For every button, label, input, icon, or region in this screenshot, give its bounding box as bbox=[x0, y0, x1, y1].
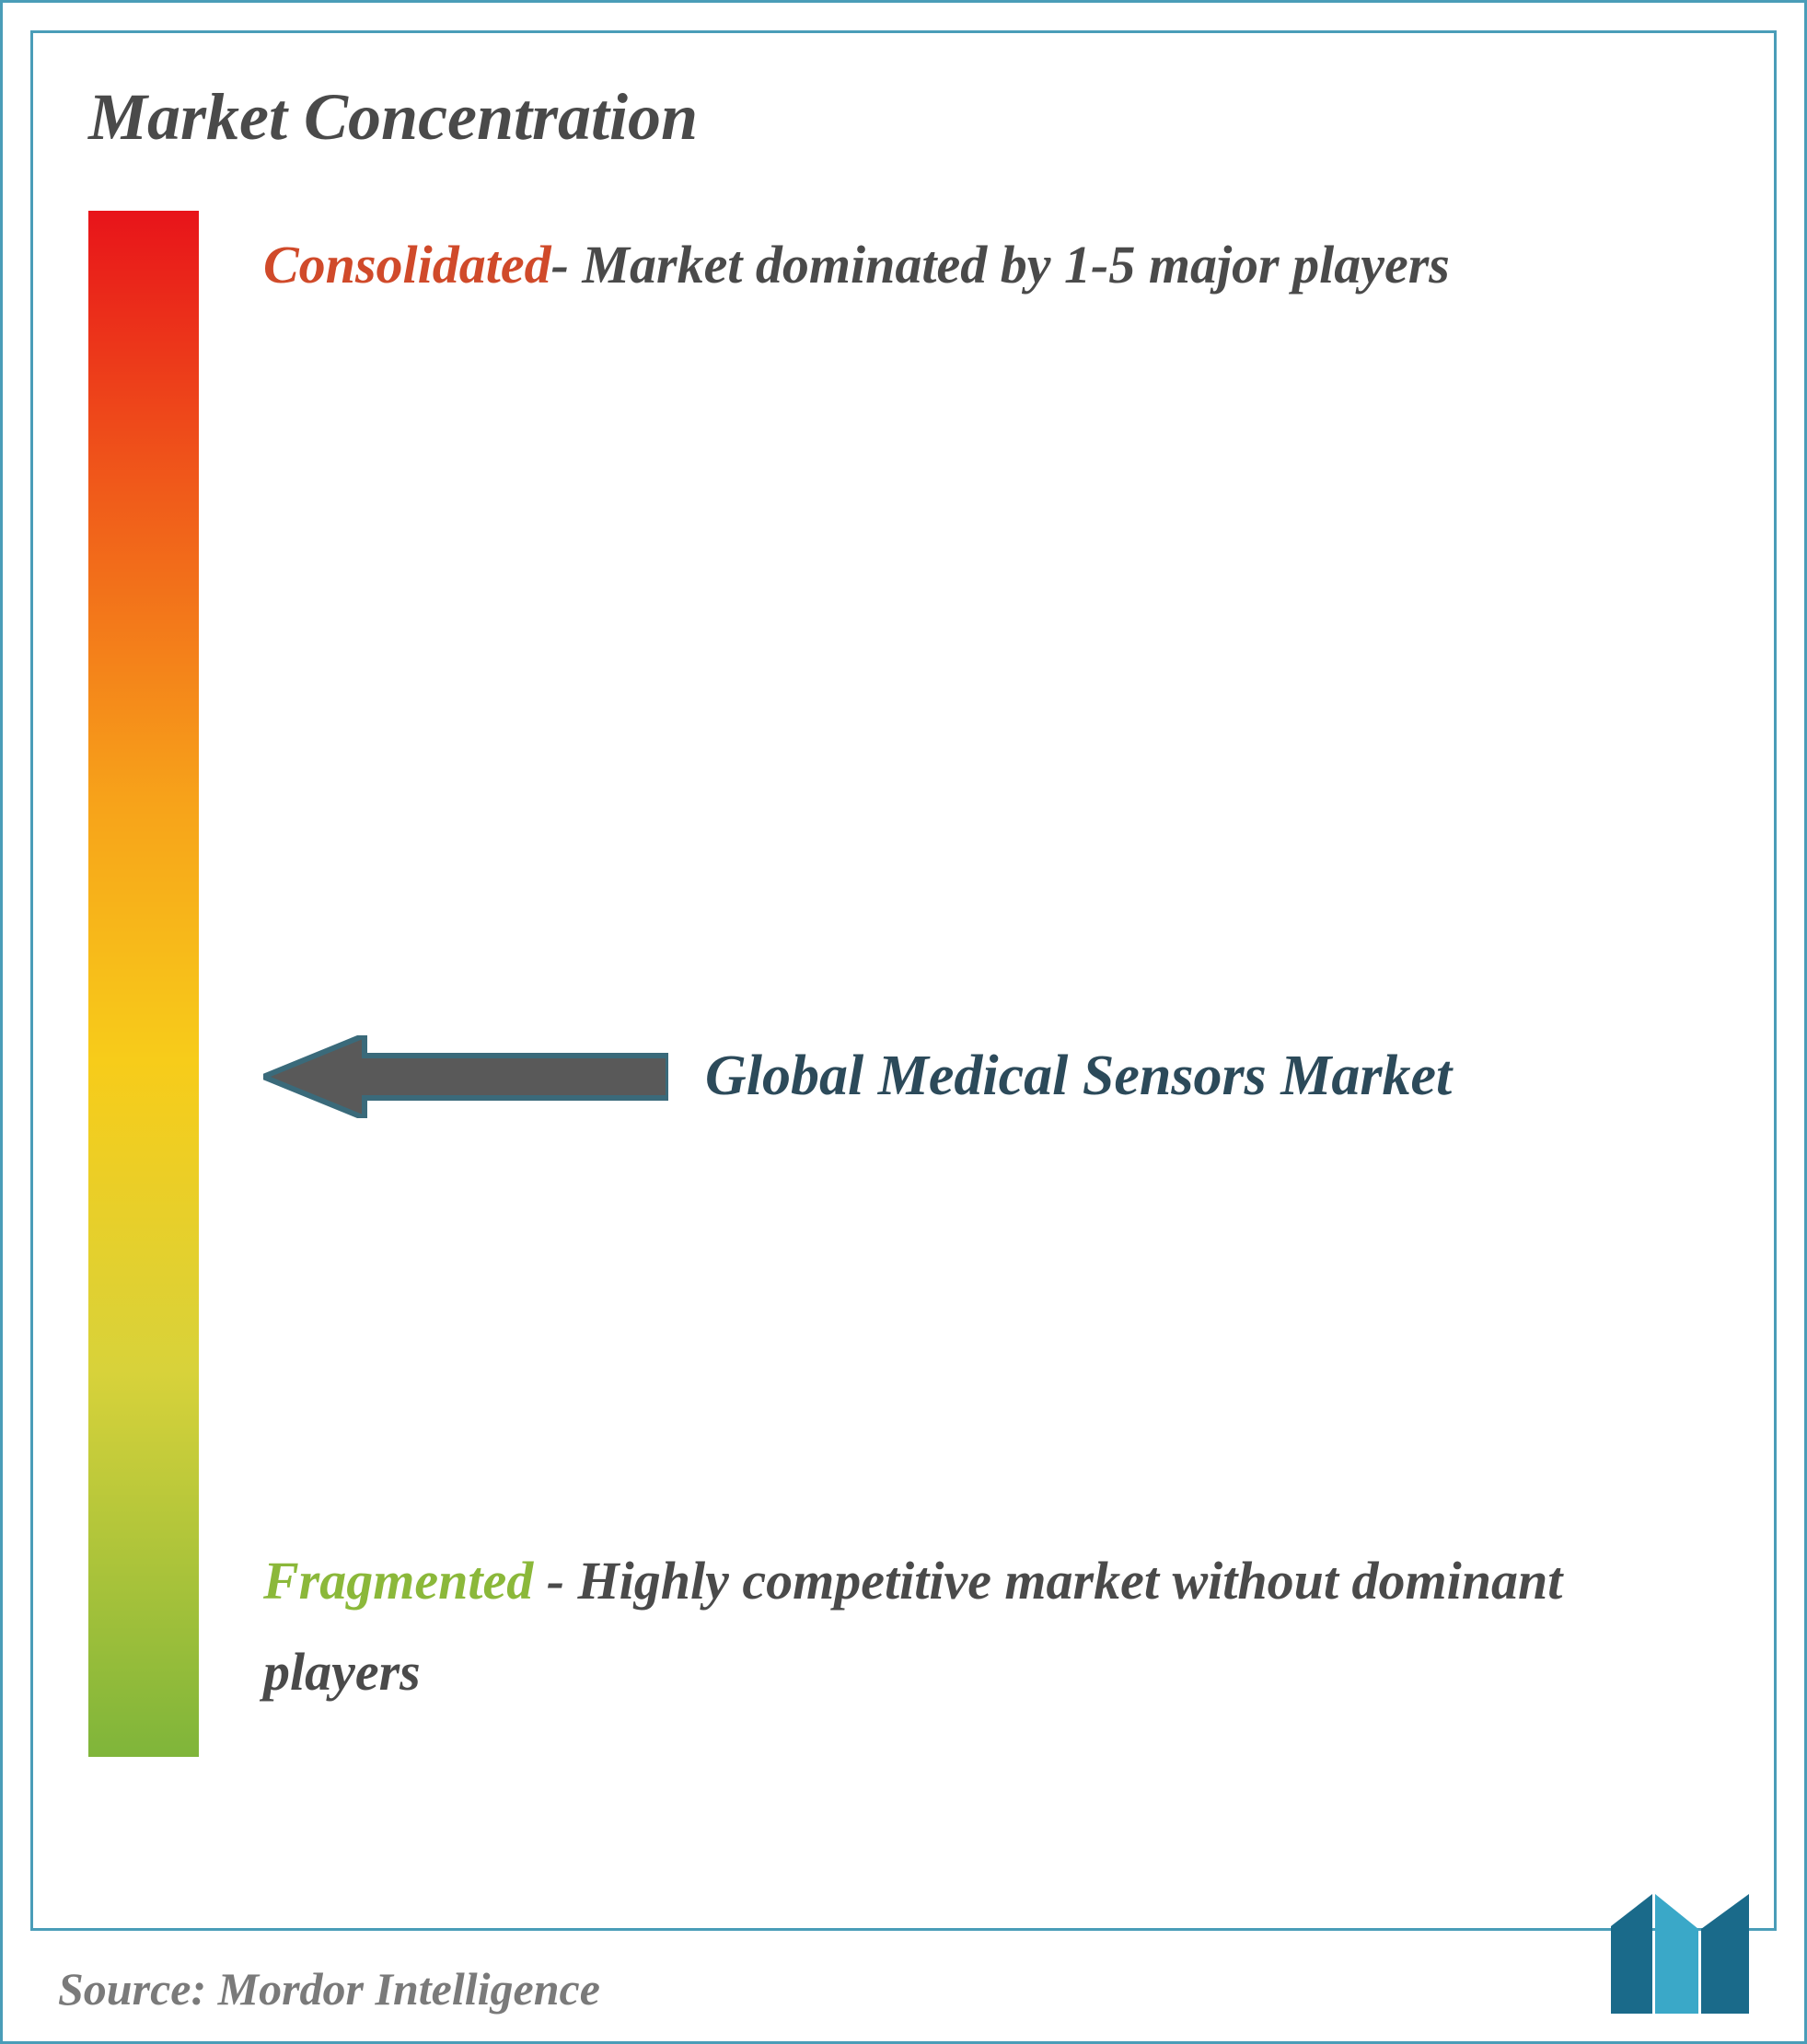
consolidated-description: Consolidated- Market dominated by 1-5 ma… bbox=[263, 220, 1450, 311]
fragmented-description: Fragmented - Highly competitive market w… bbox=[263, 1536, 1700, 1717]
arrow-left-icon bbox=[263, 1035, 668, 1118]
text-column: Consolidated- Market dominated by 1-5 ma… bbox=[263, 211, 1700, 1757]
fragmented-keyword: Fragmented bbox=[263, 1551, 533, 1611]
concentration-gradient-bar bbox=[88, 211, 199, 1757]
pointer-label: Global Medical Sensors Market bbox=[705, 1044, 1452, 1109]
mordor-logo-icon bbox=[1602, 1885, 1758, 2023]
source-attribution: Source: Mordor Intelligence bbox=[58, 1962, 600, 2015]
consolidated-text: - Market dominated by 1-5 major players bbox=[551, 235, 1450, 294]
outer-frame: Market Concentration Consolidated- Marke… bbox=[0, 0, 1807, 2044]
content-area: Consolidated- Market dominated by 1-5 ma… bbox=[88, 211, 1719, 1794]
inner-frame: Market Concentration Consolidated- Marke… bbox=[30, 30, 1777, 1931]
page-title: Market Concentration bbox=[88, 79, 1719, 156]
consolidated-keyword: Consolidated bbox=[263, 235, 551, 294]
market-pointer: Global Medical Sensors Market bbox=[263, 1035, 1452, 1118]
